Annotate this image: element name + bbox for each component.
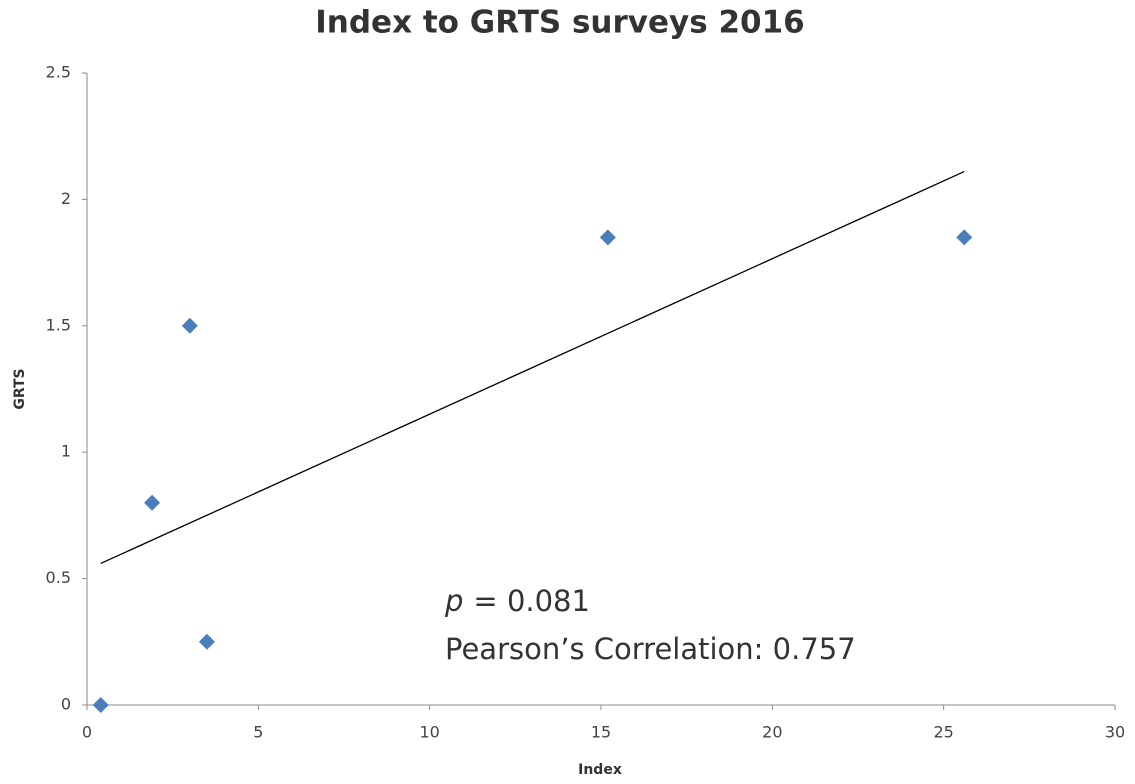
x-tick-label: 25 [933,723,953,742]
y-tick-label: 2.5 [46,63,71,82]
data-point [198,633,215,650]
x-tick-label: 30 [1105,723,1125,742]
chart-title: Index to GRTS surveys 2016 [315,5,804,41]
x-tick-label: 20 [762,723,782,742]
y-axis-label: GRTS [12,368,28,409]
annotation: Pearson’s Correlation: 0.757 [445,632,856,666]
trendline [100,171,965,565]
data-point [956,229,973,246]
data-point [92,697,109,713]
annotation-text: Pearson’s Correlation: 0.757 [445,632,856,666]
x-tick-label: 10 [419,723,439,742]
x-tick-label: 5 [253,723,263,742]
y-tick-label: 2 [61,189,71,208]
y-tick-label: 1 [61,442,71,461]
data-point [144,494,161,511]
annotation-text: = 0.081 [473,584,590,618]
data-point [599,229,616,246]
y-tick-label: 0.5 [46,568,71,587]
data-point [181,317,198,334]
x-tick-label: 15 [591,723,611,742]
annotation: p = 0.081 [444,584,590,618]
x-tick-label: 0 [82,723,92,742]
y-tick-label: 1.5 [46,315,71,334]
annotation-italic: p [444,584,463,618]
y-tick-label: 0 [61,695,71,714]
x-axis-label: Index [578,762,622,778]
